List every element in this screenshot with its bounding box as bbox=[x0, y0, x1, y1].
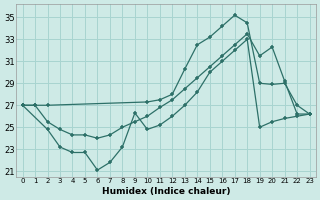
X-axis label: Humidex (Indice chaleur): Humidex (Indice chaleur) bbox=[102, 187, 230, 196]
